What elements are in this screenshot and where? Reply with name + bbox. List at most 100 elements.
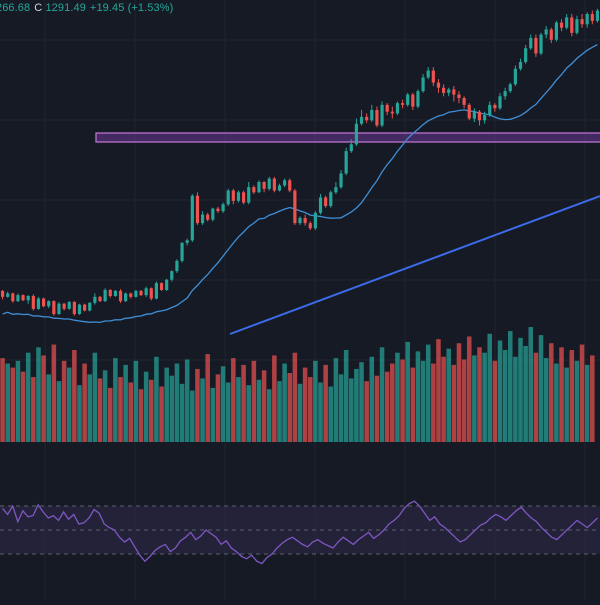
volume-bar <box>143 371 149 442</box>
volume-bar <box>425 344 431 442</box>
candle-body <box>124 293 128 302</box>
candle-body <box>493 104 497 109</box>
volume-bar <box>554 363 559 442</box>
candle-body <box>42 298 46 307</box>
rsi-line <box>2 500 598 565</box>
candle-body <box>88 302 92 311</box>
candle-body <box>288 180 292 191</box>
candle-body <box>329 192 333 206</box>
candle-body <box>390 111 394 114</box>
volume-bar <box>225 382 231 442</box>
volume-bar <box>51 344 57 442</box>
candle-body <box>580 19 584 25</box>
volume-bar <box>174 363 180 442</box>
candle-body <box>595 10 600 21</box>
candle-body <box>93 296 97 303</box>
volume-bar <box>564 367 569 442</box>
candle-body <box>380 104 384 126</box>
volume-bar <box>272 355 277 442</box>
volume-bar <box>369 356 375 442</box>
volume-bar <box>323 364 328 442</box>
volume-bar <box>492 360 498 442</box>
volume-bar <box>549 343 554 442</box>
open-value: 266.68 <box>0 2 31 14</box>
candle-body <box>277 185 282 191</box>
volume-bar <box>436 339 441 442</box>
volume-bar <box>241 364 246 442</box>
candle-body <box>344 151 348 174</box>
volume-bar <box>107 387 113 442</box>
volume-bar <box>318 382 323 442</box>
volume-bar <box>431 363 436 442</box>
volume-bar <box>282 363 287 442</box>
candle-body <box>585 14 589 25</box>
candle-body <box>108 290 112 296</box>
candle-body <box>267 178 271 189</box>
volume-bar <box>528 327 534 442</box>
volume-bar <box>113 358 118 442</box>
candle-body <box>318 197 323 213</box>
candle-body <box>442 87 446 93</box>
volume-bar <box>123 364 128 442</box>
candle-body <box>395 103 400 114</box>
candle-body <box>477 111 482 121</box>
candle-body <box>467 104 471 119</box>
volume-bar <box>518 337 523 442</box>
candle-body <box>211 208 215 220</box>
close-value: 1291.49 <box>45 2 86 14</box>
volume-bar <box>149 379 154 442</box>
candle-body <box>534 38 538 54</box>
volume-bar <box>138 389 144 442</box>
candle-body <box>457 94 461 98</box>
candle-body <box>57 303 61 314</box>
volume-bar <box>487 333 493 442</box>
candle-body <box>518 62 523 69</box>
volume-bar <box>292 352 298 442</box>
candle-body <box>175 260 179 272</box>
volume-bar <box>559 347 564 442</box>
candle-body <box>26 296 30 301</box>
volume-bar <box>395 352 400 442</box>
candle-body <box>113 290 117 296</box>
volume-bar <box>236 377 241 442</box>
volume-bar <box>420 360 426 442</box>
volume-bar <box>5 363 10 442</box>
volume-bar <box>251 360 257 442</box>
candle-body <box>139 290 143 296</box>
volume-bar <box>231 358 236 442</box>
candle-body <box>67 302 71 309</box>
candle-body <box>242 192 246 203</box>
ohlc-legend: 266.68C 1291.49+19.45 (+1.53%) <box>0 2 173 14</box>
candle-body <box>513 68 517 85</box>
volume-bar <box>36 347 41 442</box>
volume-bar <box>384 371 390 442</box>
volume-bar <box>0 358 5 442</box>
volume-bar <box>302 367 308 442</box>
candle-body <box>144 288 148 296</box>
volume-bar <box>466 336 472 442</box>
volume-bar <box>400 359 405 442</box>
volume-bar <box>72 350 77 442</box>
volume-bar <box>569 350 575 442</box>
volume-bar <box>97 378 103 442</box>
volume-bar <box>205 354 210 442</box>
volume-bar <box>56 381 62 442</box>
volume-bar <box>338 374 344 442</box>
candle-body <box>488 104 492 116</box>
candle-body <box>411 94 415 107</box>
candle-body <box>349 144 353 152</box>
volume-bar <box>410 367 416 442</box>
candle-body <box>185 240 189 243</box>
candle-body <box>472 111 476 119</box>
volume-bar <box>159 386 164 442</box>
volume-bar <box>441 356 446 442</box>
volume-bar <box>584 364 590 442</box>
volume-bar <box>277 381 282 442</box>
candle-body <box>370 110 374 121</box>
candle-body <box>483 115 487 121</box>
volume-bar <box>390 363 395 442</box>
close-key: C <box>34 2 43 14</box>
volume-bar <box>128 382 134 442</box>
